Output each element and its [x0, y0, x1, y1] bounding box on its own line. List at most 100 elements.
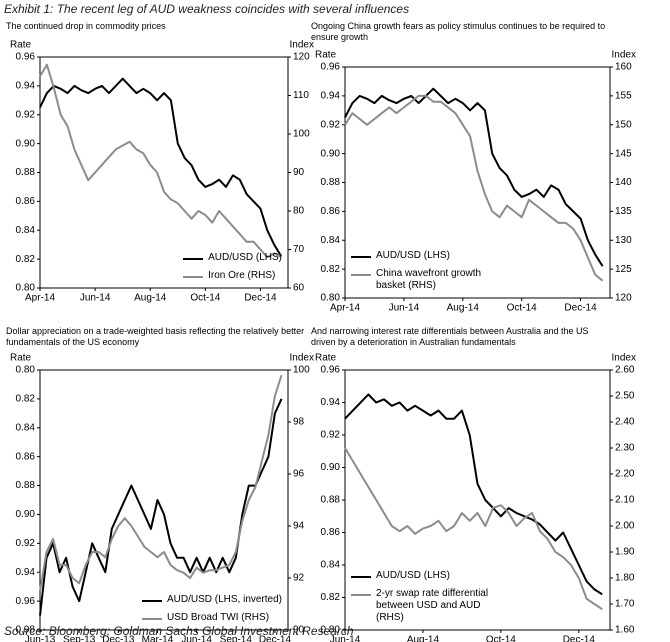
x-tick-label: Sep-14: [220, 635, 253, 642]
y2-tick-label: 2.00: [615, 521, 635, 532]
y-tick-label: 0.92: [321, 430, 341, 441]
y2-tick-label: 120: [293, 52, 310, 63]
y-tick-label: 0.82: [321, 264, 341, 275]
y2-tick-label: 145: [615, 148, 632, 159]
y-tick-label: 0.84: [321, 560, 341, 571]
y2-tick-label: 96: [293, 469, 305, 480]
y2-tick-label: 155: [615, 91, 632, 102]
legend-swatch: [351, 274, 371, 276]
x-tick-label: Dec-14: [564, 303, 597, 314]
y2-tick-label: 94: [293, 521, 305, 532]
y2-tick-label: 2.30: [615, 443, 635, 454]
y-tick-label: 0.88: [16, 480, 36, 491]
y-tick-label: 0.80: [16, 283, 36, 294]
legend-label: AUD/USD (LHS): [376, 570, 450, 581]
y2-tick-label: 2.60: [615, 365, 635, 376]
y-tick-label: 0.94: [16, 81, 36, 92]
series-line: [39, 374, 283, 592]
x-tick-label: Jun-14: [330, 635, 361, 642]
y-tick-label: 0.80: [321, 293, 341, 304]
y-axis-label: Rate: [10, 40, 32, 51]
x-tick-label: Jun-14: [80, 293, 111, 304]
y-tick-label: 0.92: [16, 538, 36, 549]
legend-item: USD Broad TWI (RHS): [141, 612, 282, 624]
chart-subtitle: And narrowing interest rate differential…: [311, 326, 589, 347]
x-tick-label: Dec-14: [563, 635, 596, 642]
y-tick-label: 0.88: [321, 495, 341, 506]
legend-item: AUD/USD (LHS, inverted): [141, 594, 282, 606]
y-axis-label: Rate: [10, 353, 32, 364]
y-tick-label: 0.82: [16, 254, 36, 265]
series-line: [39, 63, 282, 259]
x-tick-label: Apr-14: [25, 293, 55, 304]
y-tick-label: 0.84: [16, 422, 36, 433]
y-tick-label: 0.86: [16, 451, 36, 462]
x-tick-label: Aug-14: [447, 303, 480, 314]
y-tick-label: 0.80: [321, 625, 341, 636]
x-tick-label: Apr-14: [330, 303, 360, 314]
y-tick-label: 0.82: [321, 592, 341, 603]
x-tick-label: Aug-14: [134, 293, 167, 304]
chart-subtitle: Ongoing China growth fears as policy sti…: [311, 21, 606, 42]
legend-label: AUD/USD (LHS, inverted): [166, 594, 282, 605]
y2-tick-label: 2.40: [615, 417, 635, 428]
y2-tick-label: 1.70: [615, 599, 635, 610]
y2-tick-label: 2.50: [615, 391, 635, 402]
legend-item: AUD/USD (LHS): [183, 252, 282, 264]
chart-subtitle: The continued drop in commodity prices: [6, 21, 166, 31]
y-tick-label: 0.84: [16, 225, 36, 236]
x-tick-label: Mar-14: [142, 635, 174, 642]
legend: AUD/USD (LHS) China wavefront growth bask…: [351, 244, 496, 292]
x-tick-label: Dec-14: [259, 635, 292, 642]
x-tick-label: Jun-14: [389, 303, 420, 314]
legend-swatch: [351, 594, 371, 596]
x-tick-label: Dec-14: [244, 293, 277, 304]
y2-tick-label: 90: [293, 625, 305, 636]
y2-axis-label: Index: [612, 353, 636, 364]
y2-tick-label: 160: [615, 62, 632, 73]
y-tick-label: 0.80: [16, 365, 36, 376]
y-axis-label: Rate: [315, 353, 337, 364]
series-line: [344, 447, 603, 611]
y2-tick-label: 120: [615, 293, 632, 304]
y-tick-label: 0.96: [16, 52, 36, 63]
plot-frame: [39, 369, 289, 631]
x-tick-label: Oct-14: [486, 635, 516, 642]
legend-item: China wavefront growth basket (RHS): [351, 268, 496, 292]
y2-axis-label: Index: [612, 50, 636, 61]
y-tick-label: 0.96: [321, 365, 341, 376]
y2-tick-label: 125: [615, 264, 632, 275]
y-tick-label: 0.90: [16, 509, 36, 520]
chart-subtitle: Dollar appreciation on a trade-weighted …: [6, 326, 305, 347]
legend-item: AUD/USD (LHS): [351, 570, 496, 582]
x-tick-label: Sep-13: [63, 635, 96, 642]
legend-item: AUD/USD (LHS): [351, 250, 496, 262]
series-line: [344, 393, 603, 596]
y-axis-label: Rate: [315, 50, 337, 61]
x-tick-label: Dec-13: [102, 635, 135, 642]
y2-tick-label: 92: [293, 573, 305, 584]
legend-label: AUD/USD (LHS): [376, 250, 450, 261]
x-tick-label: Oct-14: [507, 303, 537, 314]
legend: AUD/USD (LHS, inverted) USD Broad TWI (RH…: [141, 588, 282, 624]
y-tick-label: 0.82: [16, 394, 36, 405]
legend-label: USD Broad TWI (RHS): [166, 612, 270, 623]
y2-tick-label: 60: [293, 283, 305, 294]
y-tick-label: 0.90: [321, 148, 341, 159]
y2-tick-label: 1.80: [615, 573, 635, 584]
y2-axis-label: Index: [290, 40, 314, 51]
legend-item: Iron Ore (RHS): [183, 270, 282, 282]
source-note: Source: Bloomberg; Goldman Sachs Global …: [4, 624, 354, 638]
legend-item: 2-yr swap rate differential between USD …: [351, 588, 496, 624]
y2-tick-label: 80: [293, 206, 305, 217]
y-tick-label: 0.86: [321, 206, 341, 217]
page-title: Exhibit 1: The recent leg of AUD weaknes…: [4, 2, 410, 16]
series-line: [344, 94, 604, 282]
series-line: [39, 77, 282, 257]
y2-tick-label: 110: [293, 90, 309, 101]
legend-swatch: [351, 576, 371, 578]
legend-label: China wavefront growth basket (RHS): [376, 268, 482, 291]
y2-tick-label: 98: [293, 417, 305, 428]
